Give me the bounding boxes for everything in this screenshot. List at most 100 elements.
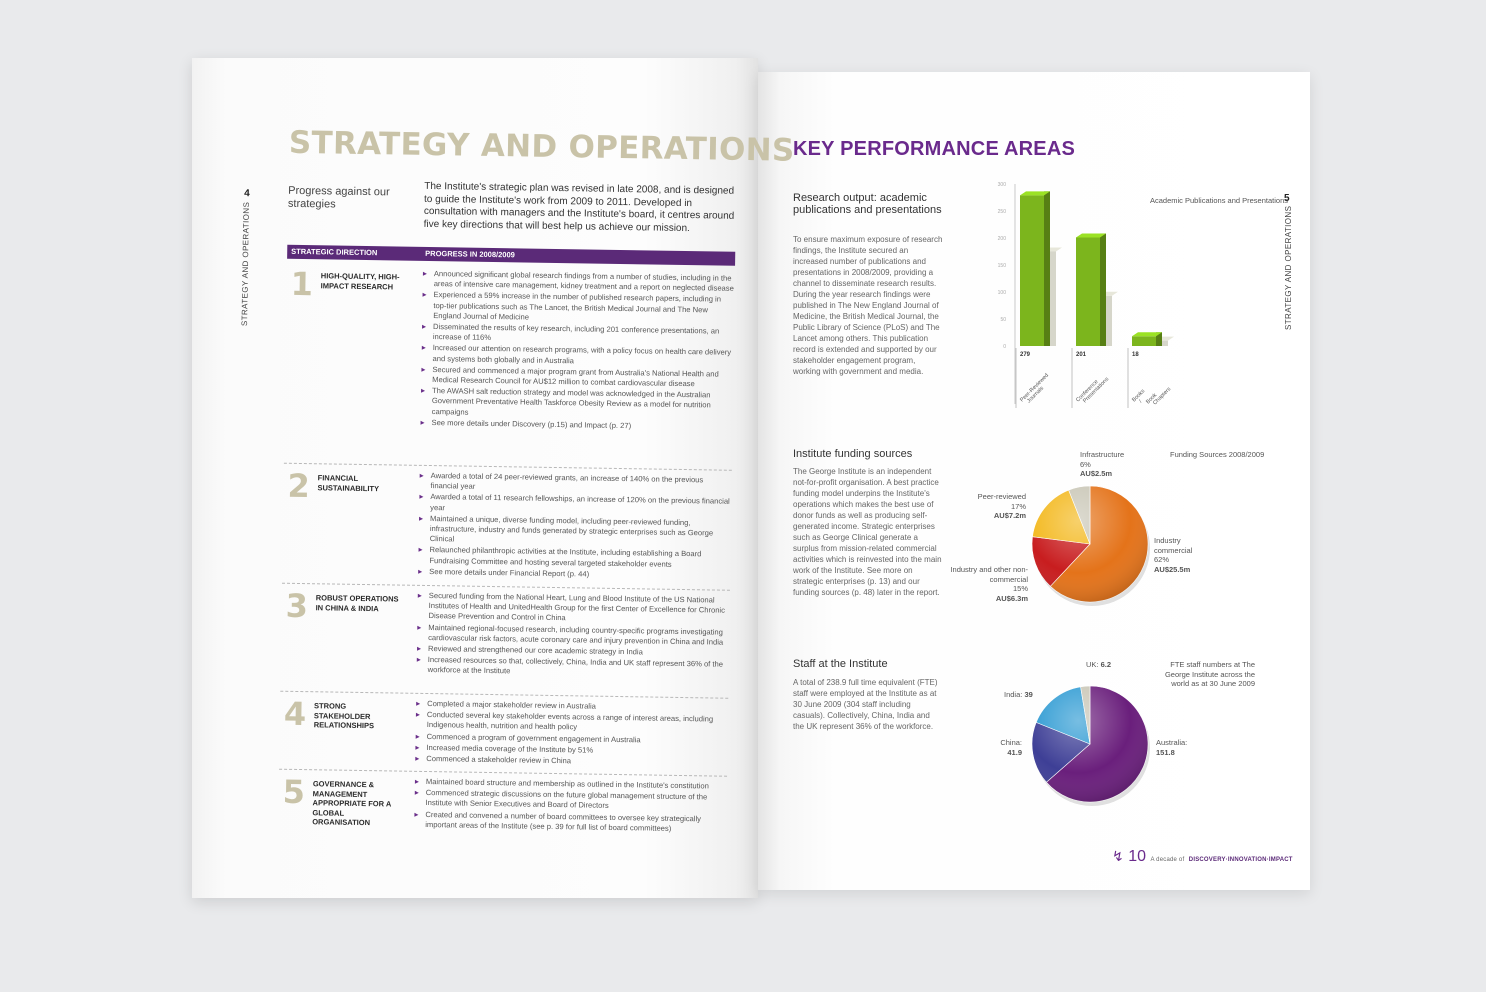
y-tick-label: 300	[998, 182, 1007, 188]
row-items: Announced significant global research fi…	[420, 269, 734, 434]
row-items: Maintained board structure and membershi…	[414, 777, 727, 836]
slice-label: Peer-reviewed	[977, 492, 1026, 501]
bar-chart-caption: Academic Publications and Presentations	[1150, 196, 1288, 205]
funding-label-industry-other: Industry and other non-commercial 15% AU…	[948, 565, 1028, 603]
list-item: Increased resources so that, collectivel…	[417, 655, 729, 680]
row-number: 4	[283, 694, 307, 734]
slice-label: Infrastructure	[1080, 450, 1125, 459]
slice-amount: AU$7.2m	[993, 511, 1026, 520]
table-row: 2 FINANCIAL SUSTAINABILITY Awarded a tot…	[281, 466, 732, 591]
slice-percent: 6%	[1080, 459, 1091, 469]
bar	[1076, 237, 1100, 346]
row-items: Awarded a total of 24 peer-reviewed gran…	[418, 471, 732, 583]
bar-data-label: 279	[1020, 352, 1031, 358]
slice-amount: 39	[1024, 690, 1033, 699]
pie-shine	[1032, 686, 1148, 802]
table-row: 5 GOVERNANCE & MANAGEMENT APPROPRIATE FO…	[278, 773, 727, 856]
bar-category-label: /	[1138, 399, 1144, 405]
slice-amount: 6.2	[1100, 660, 1112, 669]
list-item: Maintained a unique, diverse funding mod…	[419, 514, 731, 550]
bar-data-label: 201	[1076, 352, 1087, 358]
left-side-label: STRATEGY AND OPERATIONS	[240, 201, 251, 327]
slice-label: UK:	[1086, 660, 1099, 669]
right-side-label: STRATEGY AND OPERATIONS	[1284, 205, 1293, 330]
table-header: STRATEGIC DIRECTION PROGRESS IN 2008/200…	[287, 244, 736, 266]
slice-percent: 17%	[1010, 501, 1026, 511]
research-section-body: To ensure maximum exposure of research f…	[793, 235, 943, 376]
bar-data-label: 18	[1132, 352, 1139, 358]
funding-pie-chart	[1031, 485, 1150, 606]
bar-top	[1076, 233, 1106, 238]
row-direction: GOVERNANCE & MANAGEMENT APPROPRIATE FOR …	[312, 779, 392, 828]
slice-label: Industry and other non-commercial	[950, 565, 1028, 584]
left-page-content: STRATEGY AND OPERATIONS 4 STRATEGY AND O…	[185, 53, 795, 902]
staff-chart-caption: FTE staff numbers at The George Institut…	[1164, 660, 1255, 688]
slice-percent: 15%	[1012, 584, 1028, 593]
staff-section-title: Staff at the Institute	[793, 658, 888, 670]
slice-label: Industry commercial	[1154, 536, 1193, 555]
list-item: Experienced a 59% increase in the number…	[422, 290, 734, 326]
bar-top	[1020, 191, 1050, 196]
row-direction: ROBUST OPERATIONS IN CHINA & INDIA	[315, 593, 399, 613]
row-items: Secured funding from the National Heart,…	[417, 591, 730, 682]
staff-label-india: India: 39	[1004, 690, 1033, 700]
row-direction: HIGH-QUALITY, HIGH-IMPACT RESEARCH	[320, 271, 400, 291]
bar-side	[1100, 233, 1106, 346]
bar	[1020, 195, 1044, 346]
bar-side	[1044, 191, 1050, 346]
list-item: Secured funding from the National Heart,…	[417, 591, 729, 627]
footer-tagline-prefix: A decade of	[1150, 857, 1185, 863]
y-tick-label: 150	[998, 263, 1007, 269]
staff-section-body: A total of 238.9 full time equivalent (F…	[793, 678, 938, 731]
footer-tagline: DISCOVERY·INNOVATION·IMPACT	[1188, 857, 1293, 863]
row-number: 5	[282, 772, 306, 812]
slice-amount: AU$6.3m	[995, 593, 1028, 603]
funding-label-infrastructure: Infrastructure 6% AU$2.5m	[1080, 450, 1124, 479]
table-row: 3 ROBUST OPERATIONS IN CHINA & INDIA Sec…	[280, 586, 730, 699]
pie-shine	[1032, 486, 1148, 602]
row-items: Completed a major stakeholder review in …	[415, 699, 728, 770]
y-tick-label: 0	[1003, 344, 1006, 350]
header-strategic-direction: STRATEGIC DIRECTION	[291, 246, 378, 258]
intro-paragraph: The Institute's strategic plan was revis…	[423, 180, 735, 234]
y-tick-label: 50	[1000, 317, 1006, 323]
staff-pie-chart	[1031, 685, 1150, 806]
slice-amount: 151.8	[1156, 747, 1175, 757]
y-tick-label: 200	[998, 236, 1007, 242]
list-item: Created and convened a number of board c…	[414, 809, 726, 834]
y-tick-label: 100	[998, 290, 1007, 296]
slice-amount: AU$2.5m	[1080, 469, 1113, 478]
row-number: 2	[287, 466, 311, 506]
bar	[1132, 336, 1156, 346]
row-direction: FINANCIAL SUSTAINABILITY	[317, 473, 380, 493]
row-direction: STRONG STAKEHOLDER RELATIONSHIPS	[313, 701, 375, 731]
slice-label: China:	[1000, 738, 1022, 747]
page-title: STRATEGY AND OPERATIONS	[288, 124, 795, 169]
bar-side	[1156, 332, 1162, 346]
bar-top	[1132, 332, 1162, 337]
row-number: 3	[285, 586, 309, 626]
left-page-number: 4	[244, 188, 250, 200]
table-row: 4 STRONG STAKEHOLDER RELATIONSHIPS Compl…	[279, 694, 729, 777]
slice-label: India:	[1004, 690, 1023, 699]
row-number: 1	[290, 264, 314, 304]
progress-label: Progress against our strategies	[287, 184, 390, 211]
slice-amount: AU$25.5m	[1154, 564, 1191, 574]
slice-percent: 62%	[1154, 555, 1170, 564]
staff-label-china: China: 41.9	[1000, 738, 1022, 757]
kpa-title: KEY PERFORMANCE AREAS	[793, 138, 1076, 160]
page-footer: ↯ 10 A decade of DISCOVERY·INNOVATION·IM…	[1112, 848, 1293, 866]
funding-section-body: The George Institute is an independent n…	[793, 467, 942, 597]
header-progress: PROGRESS IN 2008/2009	[425, 248, 515, 260]
staff-label-uk: UK: 6.2	[1086, 660, 1111, 670]
y-tick-label: 250	[998, 209, 1007, 215]
table-row: 1 HIGH-QUALITY, HIGH-IMPACT RESEARCH Ann…	[283, 264, 735, 471]
funding-chart-caption: Funding Sources 2008/2009	[1170, 450, 1265, 459]
funding-label-industry-commercial: Industry commercial 62% AU$25.5m	[1154, 536, 1200, 574]
slice-label: Australia:	[1156, 738, 1188, 747]
institute-logo-icon: ↯	[1112, 848, 1124, 864]
right-page-number: 5	[1284, 193, 1290, 204]
list-item: The AWASH salt reduction strategy and mo…	[421, 386, 733, 422]
